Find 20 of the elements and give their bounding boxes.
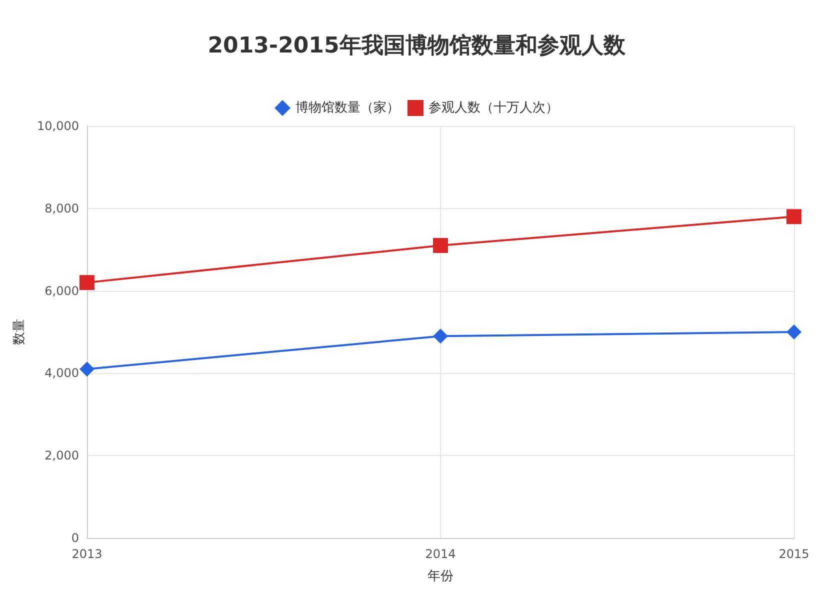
x-tick-label: 2015	[778, 547, 810, 561]
x-tick-label: 2013	[72, 547, 102, 561]
y-tick-label: 4,000	[44, 366, 79, 380]
point	[80, 275, 94, 290]
legend-label: 博物馆数量（家）	[296, 100, 400, 116]
y-tick-label: 6,000	[44, 284, 79, 298]
point	[433, 328, 448, 344]
legend-label: 参观人数（十万人次）	[428, 100, 558, 116]
point	[786, 324, 802, 340]
y-tick-label: 10,000	[37, 119, 79, 133]
x-axis-title: 年份	[428, 569, 454, 584]
y-tick-label: 0	[71, 531, 79, 545]
point	[786, 209, 802, 224]
y-tick-label: 2,000	[44, 448, 79, 463]
point	[80, 362, 94, 377]
x-tick-label: 2014	[425, 547, 456, 561]
chart-title: 2013-2015年我国博物馆数量和参观人数	[208, 34, 626, 58]
y-tick-label: 8,000	[44, 201, 79, 216]
y-axis-title: 数量	[12, 319, 28, 345]
point	[433, 238, 448, 253]
